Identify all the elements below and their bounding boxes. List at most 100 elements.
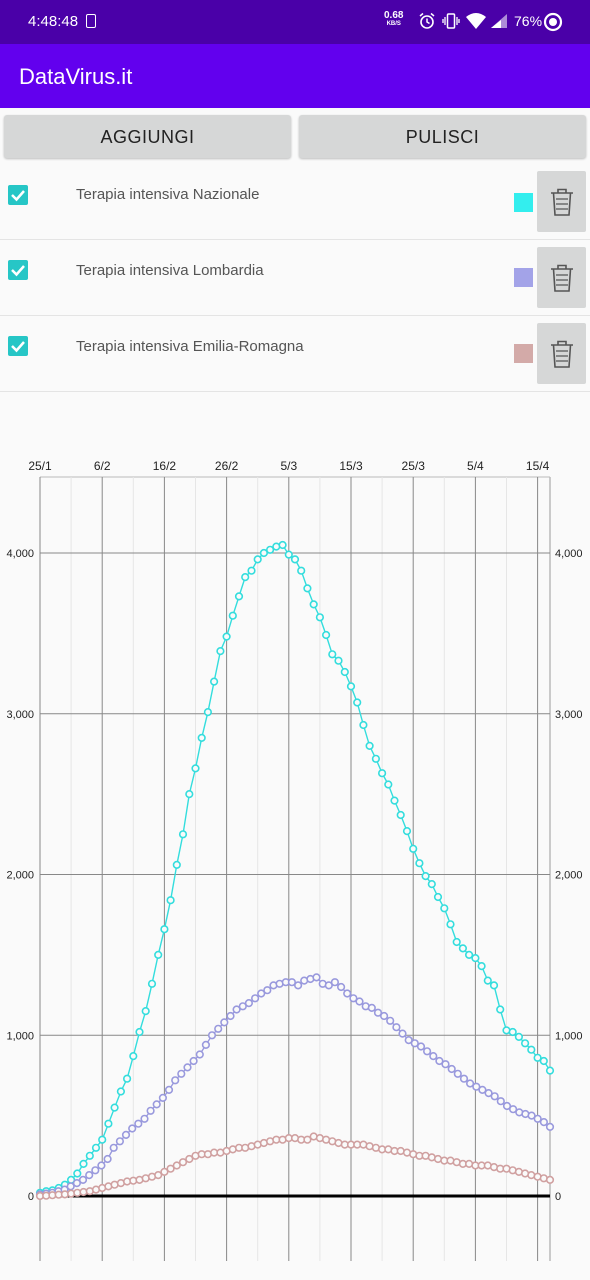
data-point — [508, 1027, 517, 1037]
data-point — [164, 1085, 174, 1095]
data-point — [253, 555, 262, 564]
series-2 — [35, 1132, 555, 1201]
data-point — [178, 830, 188, 839]
data-point — [378, 769, 387, 778]
data-point — [453, 1069, 462, 1078]
data-point — [158, 1093, 167, 1103]
series-line — [39, 544, 551, 1194]
series-color-swatch[interactable] — [514, 344, 533, 363]
data-point — [355, 997, 364, 1006]
data-point — [129, 1051, 138, 1061]
data-point — [72, 1178, 81, 1188]
data-point — [116, 1087, 125, 1096]
delete-series-button[interactable] — [537, 171, 586, 232]
data-point — [259, 548, 269, 558]
data-point — [207, 1031, 217, 1040]
data-point — [172, 860, 181, 870]
data-point — [359, 720, 368, 730]
series-color-swatch[interactable] — [514, 193, 533, 212]
network-speed-unit: KB/S — [386, 21, 401, 27]
x-tick-label: 16/2 — [153, 459, 177, 473]
data-point — [266, 545, 275, 554]
data-point — [234, 592, 244, 601]
data-point — [404, 1035, 413, 1045]
data-point — [386, 1016, 395, 1025]
series-row: Terapia intensiva Nazionale — [0, 164, 590, 240]
series-color-swatch[interactable] — [514, 268, 533, 287]
data-point — [334, 656, 343, 665]
data-point — [446, 920, 455, 929]
data-point — [191, 764, 200, 773]
data-point — [185, 1154, 194, 1164]
data-point — [152, 1100, 161, 1109]
data-point — [371, 754, 381, 763]
data-point — [539, 1056, 548, 1066]
data-point — [353, 698, 362, 707]
trash-icon — [551, 188, 573, 216]
data-point — [409, 844, 418, 853]
data-point — [98, 1135, 107, 1144]
data-point — [297, 566, 306, 575]
series-label: Terapia intensiva Emilia-Romagna — [76, 338, 304, 355]
data-point — [466, 1079, 475, 1088]
data-point — [303, 1135, 312, 1144]
data-point — [527, 1045, 536, 1054]
data-point — [465, 950, 474, 960]
checkmark-icon — [11, 341, 25, 353]
data-point — [392, 1023, 401, 1032]
data-point — [402, 827, 412, 836]
data-point — [490, 1092, 499, 1101]
series-checkbox[interactable] — [8, 260, 28, 280]
data-point — [533, 1114, 542, 1123]
x-tick-label: 5/4 — [467, 459, 484, 473]
trash-icon — [551, 340, 573, 368]
data-point — [416, 1042, 426, 1051]
data-point — [533, 1053, 542, 1062]
data-point — [539, 1117, 549, 1127]
data-point — [160, 1167, 169, 1177]
app-title: DataVirus.it — [19, 64, 133, 89]
data-point — [135, 1027, 144, 1037]
checkmark-icon — [11, 265, 25, 277]
data-point — [154, 950, 163, 960]
data-point — [257, 989, 266, 998]
series-label: Terapia intensiva Nazionale — [76, 186, 260, 203]
delete-series-button[interactable] — [537, 323, 586, 384]
data-point — [91, 1166, 100, 1175]
data-point — [73, 1169, 82, 1178]
data-point — [447, 1064, 456, 1074]
data-point — [373, 1008, 383, 1017]
clear-button[interactable]: PULISCI — [299, 115, 586, 158]
battery-percent: 76% — [514, 13, 543, 29]
data-point — [109, 1143, 118, 1152]
delete-series-button[interactable] — [537, 247, 586, 308]
data-point — [146, 1106, 155, 1115]
data-point — [545, 1175, 555, 1185]
data-point — [78, 1175, 88, 1185]
y-tick-label-right: 2,000 — [555, 870, 583, 882]
series-checkbox[interactable] — [8, 185, 28, 205]
alarm-icon — [419, 12, 435, 29]
data-point — [214, 1024, 223, 1033]
data-point — [390, 796, 399, 805]
data-point — [545, 1066, 555, 1075]
data-point — [216, 647, 225, 656]
data-point — [178, 1158, 188, 1167]
data-point — [147, 979, 157, 988]
series-checkbox[interactable] — [8, 336, 28, 356]
add-button[interactable]: AGGIUNGI — [4, 115, 291, 158]
data-point — [247, 566, 256, 575]
data-point — [128, 1124, 137, 1133]
data-point — [166, 896, 175, 905]
data-point — [166, 1164, 175, 1173]
line-chart[interactable]: 25/1 6/2 16/2 26/2 5/3 15/3 25/3 5/4 15/4 0 0 1,000… — [0, 455, 590, 1280]
data-point — [201, 1040, 210, 1050]
data-point — [309, 600, 318, 609]
data-point — [251, 994, 260, 1003]
data-point — [410, 1039, 419, 1048]
network-speed-value: 0.68 — [384, 10, 404, 21]
data-point — [244, 998, 253, 1008]
data-point — [343, 989, 352, 998]
data-point — [185, 790, 194, 799]
data-point — [384, 780, 393, 789]
